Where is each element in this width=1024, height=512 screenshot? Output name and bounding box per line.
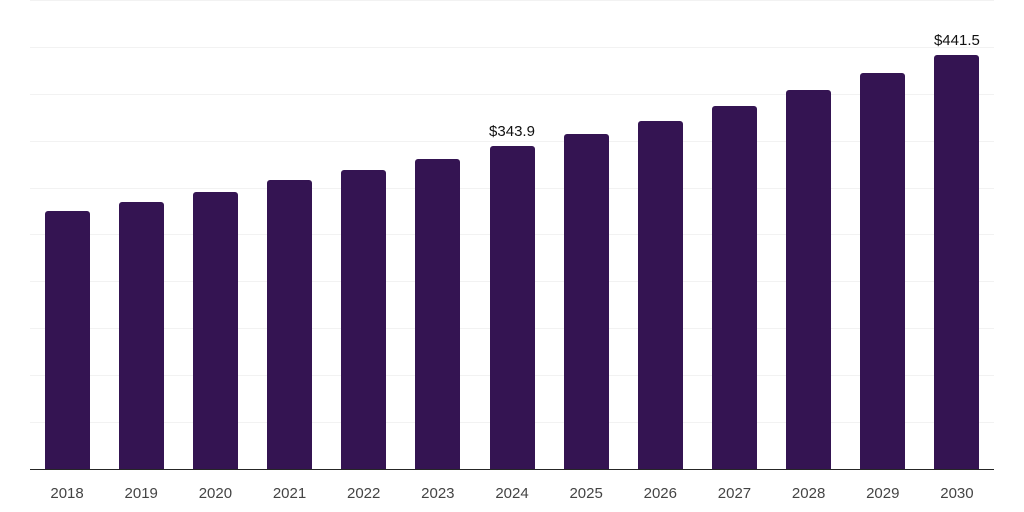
gridline [30, 47, 994, 48]
x-tick-label-2021: 2021 [272, 485, 307, 502]
bar-2020 [192, 192, 238, 469]
gridline [30, 0, 994, 1]
gridline [30, 141, 994, 142]
x-tick-label-2030: 2030 [940, 485, 974, 502]
bar-2018 [44, 211, 90, 469]
x-tick-label-2024: 2024 [495, 485, 529, 502]
bar-2028 [786, 90, 832, 469]
bar-2022 [341, 170, 387, 469]
x-tick-label-2022: 2022 [347, 485, 381, 502]
x-tick-label-2025: 2025 [569, 485, 603, 502]
bar-2027 [711, 106, 757, 469]
x-tick-label-2029: 2029 [866, 485, 900, 502]
gridline [30, 94, 994, 95]
x-tick-label-2026: 2026 [643, 485, 677, 502]
bar-2029 [860, 73, 906, 469]
x-tick-label-2019: 2019 [124, 485, 158, 502]
bar-2024 [489, 146, 535, 469]
bar-2023 [415, 159, 461, 469]
x-tick-label-2018: 2018 [50, 485, 84, 502]
bar-2019 [118, 202, 164, 469]
x-tick-label-2020: 2020 [198, 485, 233, 502]
bar-2030 [934, 55, 980, 469]
bar-value-label-2024: $343.9 [489, 123, 535, 140]
bar-2026 [637, 121, 683, 469]
bar-2025 [563, 134, 609, 469]
plot-area: $343.9 $441.5 [30, 0, 994, 470]
x-tick-label-2023: 2023 [421, 485, 455, 502]
bar-value-label-2030: $441.5 [933, 32, 980, 49]
x-tick-label-2028: 2028 [791, 485, 826, 502]
x-tick-label-2027: 2027 [717, 485, 752, 502]
bar-2021 [267, 180, 313, 469]
